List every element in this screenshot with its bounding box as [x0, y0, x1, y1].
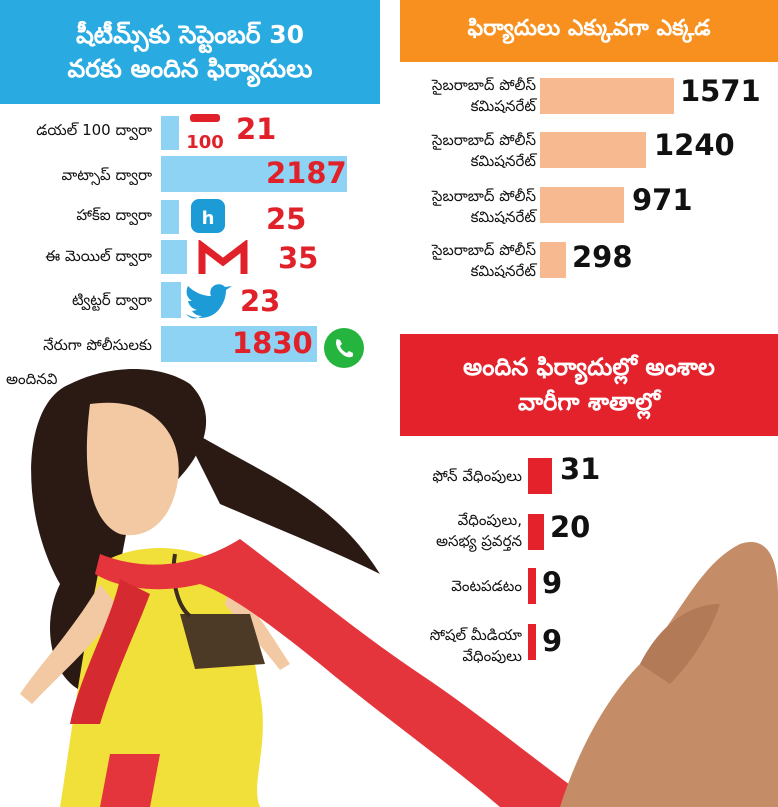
- value-label: 1571: [680, 74, 761, 108]
- category-line-1: సైబరాబాద్ పోలీస్: [431, 76, 536, 94]
- panel-title-sheteams: షీటీమ్స్‌కు సెప్టెంబర్ 30 వరకు అందిన ఫిర…: [0, 0, 380, 104]
- category-label: ఫోన్ వేధింపులు: [432, 467, 522, 489]
- panel-title-most-complaints: ఫిర్యాదులు ఎక్కువగా ఎక్కడ: [400, 0, 778, 62]
- value-label: 23: [240, 284, 281, 318]
- value-label: 35: [278, 241, 319, 275]
- panel-title-category-percent: అందిన ఫిర్యాదుల్లో అంశాల వారీగా శాతాల్లో: [400, 334, 778, 436]
- category-line-1: సైబరాబాద్ పోలీస్: [431, 131, 536, 149]
- value-label: 2187: [266, 156, 347, 190]
- value-label: 21: [236, 112, 277, 146]
- category-label: సైబరాబాద్ పోలీస్ కమిషనరేట్: [432, 186, 536, 228]
- category-label: వెంటపడటం: [451, 577, 522, 599]
- category-line-2: అసభ్య ప్రవర్తన: [435, 532, 522, 550]
- bar: [161, 156, 347, 192]
- bar: [161, 200, 179, 234]
- category-line-2: కమిషనరేట్: [470, 97, 536, 115]
- value-label: 1240: [654, 128, 735, 162]
- illustration-woman-scarf: [20, 369, 778, 807]
- category-label: డయల్ 100 ద్వారా: [36, 121, 152, 139]
- category-label: వేధింపులు, అసభ్య ప్రవర్తన: [436, 510, 522, 552]
- bar: [161, 282, 181, 318]
- bar: [528, 624, 536, 660]
- value-label: 971: [632, 183, 693, 217]
- bar: [540, 187, 624, 223]
- category-line-1: సైబరాబాద్ పోలీస్: [431, 187, 536, 205]
- category-label: ఈ మెయిల్ ద్వారా: [45, 247, 152, 265]
- gmail-icon: [198, 240, 248, 278]
- bar: [161, 116, 179, 150]
- bar: [540, 78, 674, 114]
- category-line-1: సోషల్ మీడియా: [429, 626, 522, 644]
- category-line-2: వేధింపులు: [462, 647, 522, 665]
- value-label: 25: [266, 202, 307, 236]
- svg-text:100: 100: [186, 132, 224, 152]
- category-label: హాక్ఐ ద్వారా: [76, 206, 152, 224]
- category-line-1: ఫోన్ వేధింపులు: [432, 467, 522, 485]
- whatsapp-icon: [322, 326, 366, 370]
- category-label: సోషల్ మీడియా వేధింపులు: [430, 625, 522, 667]
- value-label: 20: [550, 510, 591, 544]
- category-line-1: వెంటపడటం: [451, 577, 522, 595]
- title-line-2: వారీగా శాతాల్లో: [518, 388, 660, 416]
- value-label: 31: [560, 452, 601, 486]
- value-label: 1830: [232, 326, 313, 360]
- category-line-1: సైబరాబాద్ పోలీస్: [431, 241, 536, 259]
- bar: [161, 240, 187, 274]
- category-label: ట్విట్టర్ ద్వారా: [71, 291, 152, 309]
- title-line-1: అందిన ఫిర్యాదుల్లో అంశాల: [463, 353, 715, 382]
- value-label: 9: [542, 624, 563, 658]
- svg-text:h: h: [202, 208, 215, 229]
- category-line-2: కమిషనరేట్: [470, 262, 536, 280]
- category-label: సైబరాబాద్ పోలీస్ కమిషనరేట్: [432, 240, 536, 282]
- twitter-icon: [182, 282, 234, 324]
- value-label: 9: [542, 566, 563, 600]
- bar: [528, 458, 552, 494]
- title-line-2: వరకు అందిన ఫిర్యాదులు: [67, 54, 313, 83]
- hawkeye-icon: h: [190, 198, 226, 234]
- bar: [161, 326, 317, 362]
- phone-100-icon: 100: [184, 112, 226, 152]
- category-label: వాట్సాప్ ద్వారా: [61, 166, 152, 184]
- title-line-1: షీటీమ్స్‌కు సెప్టెంబర్ 30: [75, 20, 305, 50]
- bar: [540, 132, 646, 168]
- category-label: నేరుగా పోలీసులకు: [43, 336, 152, 354]
- bar: [528, 568, 536, 604]
- category-label: సైబరాబాద్ పోలీస్ కమిషనరేట్: [432, 75, 536, 117]
- category-line-2: కమిషనరేట్: [470, 208, 536, 226]
- bar: [540, 242, 566, 278]
- bar: [528, 514, 544, 550]
- category-note: అందినవి: [6, 370, 58, 388]
- value-label: 298: [572, 240, 633, 274]
- category-line-2: కమిషనరేట్: [470, 152, 536, 170]
- category-label: సైబరాబాద్ పోలీస్ కమిషనరేట్: [432, 130, 536, 172]
- category-line-1: వేధింపులు,: [457, 511, 522, 529]
